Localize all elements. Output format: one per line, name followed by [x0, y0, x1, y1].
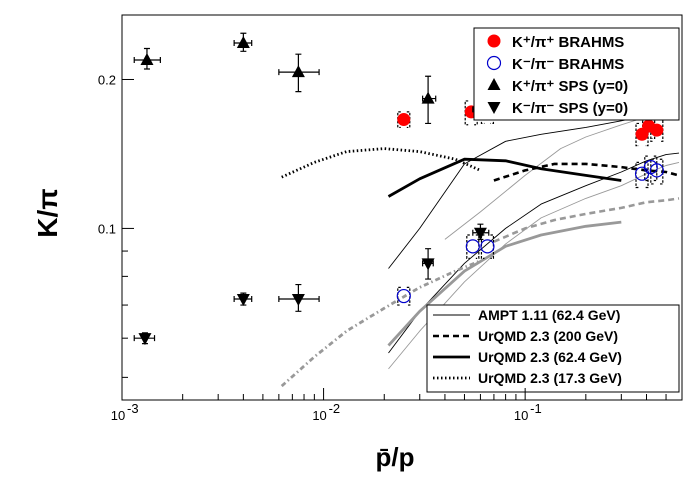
series-1-point-4-sys-bracket	[644, 155, 658, 182]
legend-top-marker-1	[486, 55, 502, 71]
series-1-point-3-sys-bracket	[635, 161, 649, 189]
model-curve-6	[387, 157, 622, 198]
series-0-point-0-sys-bracket	[397, 111, 411, 129]
legend-top-label-0: K⁺/π⁺ BRAHMS	[512, 34, 624, 51]
legend-bottom-label-3: UrQMD 2.3 (17.3 GeV)	[478, 370, 622, 386]
series-3-point-1	[236, 294, 250, 307]
legend-top-marker-2	[487, 78, 501, 90]
x-tick-label-exp-0: -3	[127, 401, 139, 416]
legend-top-box	[473, 27, 680, 121]
series-1-point-2	[480, 239, 495, 254]
legend-top-marker-3	[487, 102, 501, 114]
series-1-point-1-sys-bracket	[466, 234, 480, 259]
series-0-point-0	[397, 113, 411, 127]
x-tick-label-exp-2: -1	[530, 401, 542, 416]
model-curve-7	[387, 220, 622, 347]
legend-bottom-label-0: AMPT 1.11 (62.4 GeV)	[478, 307, 620, 323]
series-3-point-0	[138, 333, 152, 346]
legend-top-label-3: K⁻/π⁻ SPS (y=0)	[512, 100, 628, 117]
x-tick-label-0: 10	[111, 408, 125, 423]
legend-top-label-1: K⁻/π⁻ BRAHMS	[512, 56, 624, 73]
x-tick-label-exp-1: -2	[329, 401, 341, 416]
series-0-point-5	[650, 123, 664, 137]
x-tick-label-1: 10	[312, 408, 326, 423]
series-1-point-5-sys-bracket	[650, 158, 664, 185]
series-3-point-2	[291, 294, 305, 307]
series-3-point-4	[473, 227, 487, 240]
x-tick-label-2: 10	[514, 408, 528, 423]
model-curve-5	[493, 197, 680, 243]
series-1-point-1	[465, 239, 480, 254]
series-2-point-0	[140, 52, 154, 65]
series-1-point-0-sys-bracket	[397, 286, 411, 306]
model-curve-8	[281, 147, 481, 179]
y-axis-title: K/π	[32, 188, 63, 237]
y-tick-label-0: 0.1	[98, 221, 116, 236]
legend-bottom-label-1: UrQMD 2.3 (200 GeV)	[478, 328, 618, 344]
legend-top-label-2: K⁺/π⁺ SPS (y=0)	[512, 78, 628, 95]
y-tick-label-1: 0.2	[98, 72, 116, 87]
model-curve-0	[388, 111, 680, 269]
series-2-point-1	[236, 36, 250, 49]
series-2-point-2	[291, 65, 305, 78]
legend-bottom-label-2: UrQMD 2.3 (62.4 GeV)	[478, 349, 622, 365]
x-axis-title: p̄/p	[376, 442, 415, 472]
series-1-point-0	[396, 288, 411, 304]
series-1-point-5	[649, 163, 664, 178]
series-3-point-3	[421, 258, 435, 271]
plot-frame	[121, 14, 683, 401]
legend-top-marker-0	[487, 34, 501, 48]
model-curve-9	[280, 259, 481, 388]
series-2-point-3	[421, 91, 435, 104]
